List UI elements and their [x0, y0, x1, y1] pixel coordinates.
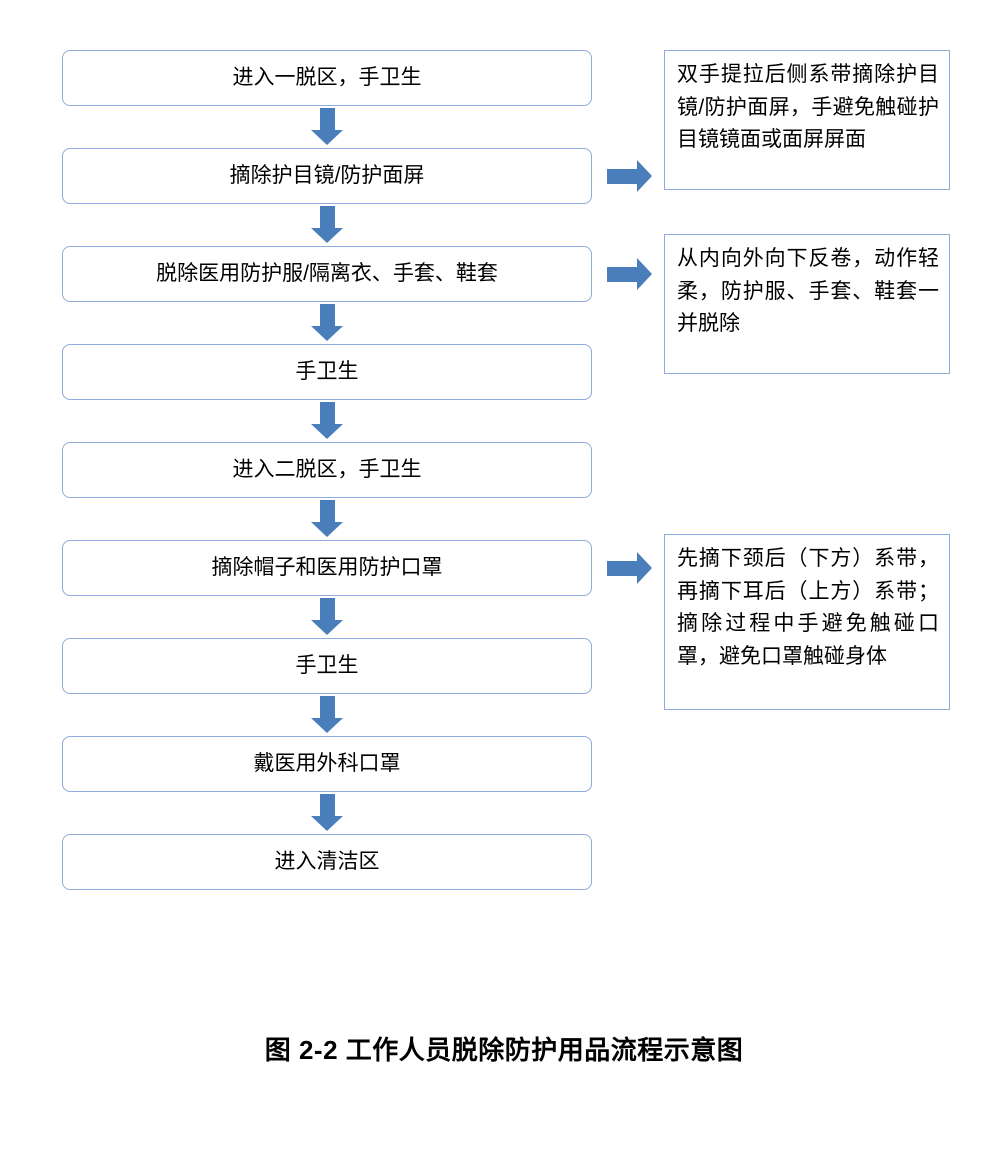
arrow-down-icon — [311, 598, 343, 635]
step-label: 脱除医用防护服/隔离衣、手套、鞋套 — [156, 260, 498, 288]
step-label: 戴医用外科口罩 — [254, 750, 401, 778]
note-text: 双手提拉后侧系带摘除护目镜/防护面屏，手避免触碰护目镜镜面或面屏屏面 — [677, 63, 939, 151]
arrow-down-icon — [311, 402, 343, 439]
note-text: 从内向外向下反卷，动作轻柔，防护服、手套、鞋套一并脱除 — [677, 247, 939, 335]
arrow-down-icon — [311, 108, 343, 145]
arrow-right-icon — [607, 552, 652, 584]
step-box: 摘除帽子和医用防护口罩 — [62, 540, 592, 596]
arrow-down-icon — [311, 794, 343, 831]
note-box: 先摘下颈后（下方）系带，再摘下耳后（上方）系带；摘除过程中手避免触碰口罩，避免口… — [664, 534, 950, 710]
note-box: 双手提拉后侧系带摘除护目镜/防护面屏，手避免触碰护目镜镜面或面屏屏面 — [664, 50, 950, 190]
arrow-right-icon — [607, 160, 652, 192]
step-box: 进入一脱区，手卫生 — [62, 50, 592, 106]
step-box: 摘除护目镜/防护面屏 — [62, 148, 592, 204]
note-box: 从内向外向下反卷，动作轻柔，防护服、手套、鞋套一并脱除 — [664, 234, 950, 374]
step-label: 摘除帽子和医用防护口罩 — [212, 554, 443, 582]
arrow-down-icon — [311, 696, 343, 733]
step-box: 戴医用外科口罩 — [62, 736, 592, 792]
step-label: 进入二脱区，手卫生 — [233, 456, 422, 484]
arrow-down-icon — [311, 304, 343, 341]
step-box: 手卫生 — [62, 638, 592, 694]
step-label: 手卫生 — [296, 358, 359, 386]
step-box: 手卫生 — [62, 344, 592, 400]
step-label: 进入清洁区 — [275, 848, 380, 876]
caption-text: 图 2-2 工作人员脱除防护用品流程示意图 — [265, 1035, 744, 1065]
arrow-right-icon — [607, 258, 652, 290]
arrow-down-icon — [311, 500, 343, 537]
step-label: 摘除护目镜/防护面屏 — [230, 162, 425, 190]
arrow-down-icon — [311, 206, 343, 243]
step-label: 进入一脱区，手卫生 — [233, 64, 422, 92]
note-text: 先摘下颈后（下方）系带，再摘下耳后（上方）系带；摘除过程中手避免触碰口罩，避免口… — [677, 547, 939, 668]
step-label: 手卫生 — [296, 652, 359, 680]
step-box: 脱除医用防护服/隔离衣、手套、鞋套 — [62, 246, 592, 302]
step-box: 进入二脱区，手卫生 — [62, 442, 592, 498]
figure-caption: 图 2-2 工作人员脱除防护用品流程示意图 — [0, 1030, 1008, 1067]
step-box: 进入清洁区 — [62, 834, 592, 890]
